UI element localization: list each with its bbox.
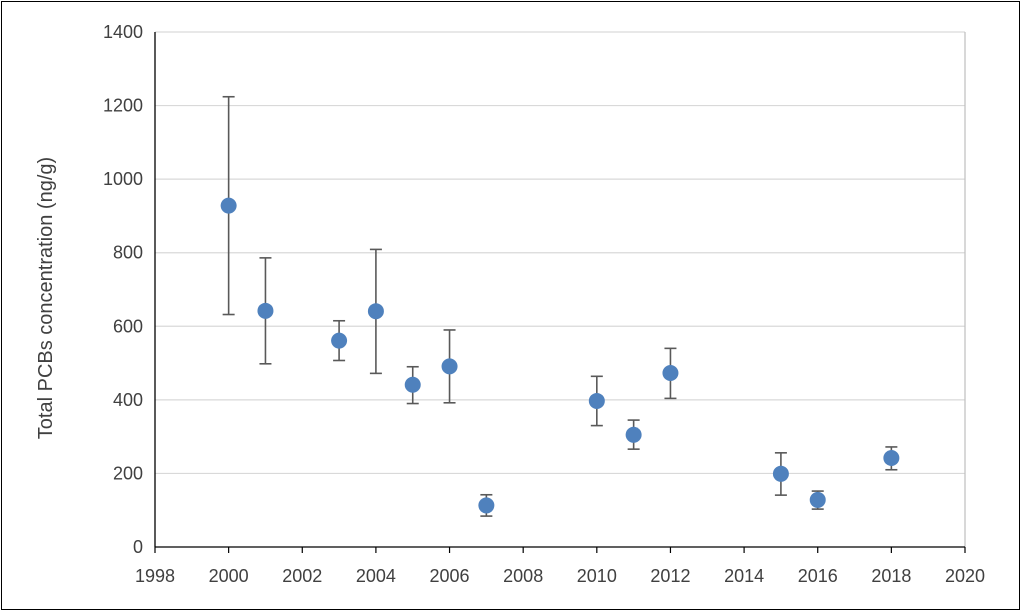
y-axis-title: Total PCBs concentration (ng/g) <box>35 157 57 439</box>
y-tick-label: 800 <box>113 243 143 263</box>
data-point <box>478 497 495 514</box>
data-points <box>220 197 900 514</box>
x-tick-label: 2006 <box>430 566 470 586</box>
x-tick-label: 1998 <box>135 566 175 586</box>
x-tick-label: 2020 <box>945 566 985 586</box>
axes <box>154 32 966 553</box>
x-tick-label: 2014 <box>724 566 764 586</box>
y-tick-label: 200 <box>113 463 143 483</box>
x-tick-label: 2004 <box>356 566 396 586</box>
x-tick-label: 2002 <box>282 566 322 586</box>
x-tick-label: 2018 <box>871 566 911 586</box>
data-point <box>441 358 458 375</box>
y-tick-label: 1400 <box>103 22 143 42</box>
x-tick-label: 2010 <box>577 566 617 586</box>
data-point <box>331 332 348 349</box>
data-point <box>809 491 826 508</box>
data-point <box>883 449 900 466</box>
data-point <box>772 465 789 482</box>
data-point <box>625 426 642 443</box>
data-point <box>404 376 421 393</box>
x-tick-label: 2016 <box>798 566 838 586</box>
y-tick-label: 400 <box>113 390 143 410</box>
error-bars <box>222 95 898 517</box>
data-point <box>588 392 605 409</box>
data-point <box>220 197 237 214</box>
y-tick-label: 600 <box>113 316 143 336</box>
y-tick-label: 1000 <box>103 169 143 189</box>
y-tick-label: 0 <box>133 537 143 557</box>
y-tick-labels: 0 200 400 600 800 1000 1200 1400 <box>103 22 143 557</box>
data-point <box>367 303 384 320</box>
y-tick-label: 1200 <box>103 96 143 116</box>
x-tick-label: 2000 <box>209 566 249 586</box>
x-tick-labels: 1998 2000 2002 2004 2006 2008 2010 2012 2014 2016… <box>135 566 985 586</box>
x-tick-label: 2012 <box>650 566 690 586</box>
gridlines <box>155 31 965 475</box>
data-point <box>662 365 679 382</box>
x-tick-label: 2008 <box>503 566 543 586</box>
data-point <box>257 302 274 319</box>
